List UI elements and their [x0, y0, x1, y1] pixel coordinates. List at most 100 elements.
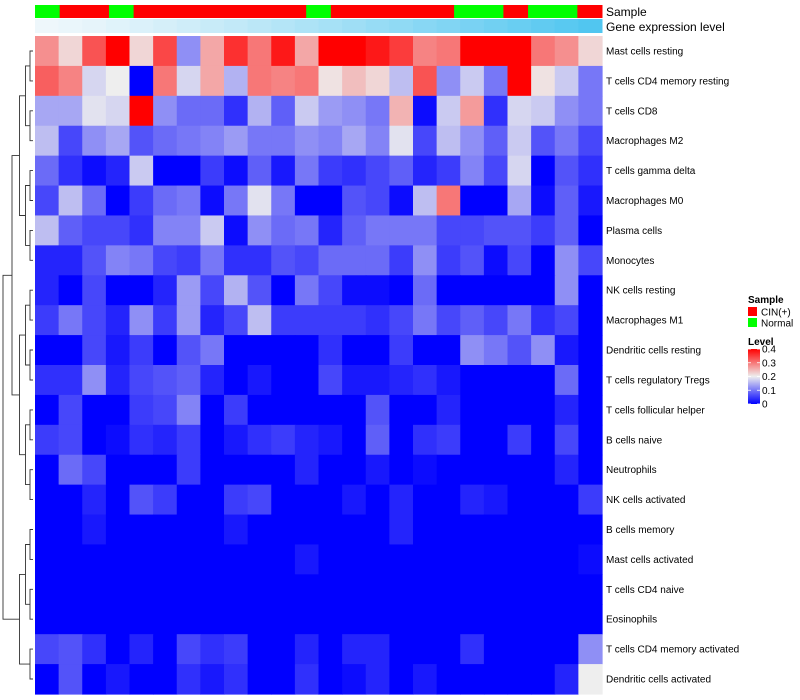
heatmap-cell — [82, 424, 107, 456]
heatmap-cell — [58, 514, 83, 546]
heatmap-cell — [318, 245, 343, 276]
heatmap-cell — [483, 484, 509, 516]
heatmap-cell — [247, 664, 272, 695]
expression-annotation-cell — [413, 19, 438, 33]
heatmap-cell — [247, 604, 272, 635]
row-label: T cells CD4 memory resting — [606, 76, 729, 87]
heatmap-cell — [105, 394, 131, 426]
heatmap-cell — [413, 335, 438, 366]
heatmap-cell — [389, 125, 414, 157]
expression-annotation-cell — [318, 19, 343, 33]
heatmap-cell — [58, 664, 83, 695]
heatmap-cell — [413, 185, 438, 217]
heatmap-cell — [58, 634, 83, 665]
heatmap-cell — [460, 394, 485, 426]
legend-tick-label: 0.4 — [762, 345, 776, 356]
sample-annotation-cell — [133, 5, 159, 18]
heatmap-cell — [271, 365, 296, 396]
heatmap-cell — [153, 514, 178, 546]
heatmap-cell — [554, 125, 579, 157]
heatmap-cell — [460, 664, 485, 695]
heatmap-cell — [200, 305, 225, 336]
sample-annotation-cell — [380, 5, 406, 18]
heatmap-cell — [460, 155, 485, 187]
heatmap-cell — [153, 95, 178, 127]
heatmap-cell — [35, 185, 60, 217]
heatmap-cell — [507, 544, 532, 575]
dendrogram-branch — [29, 289, 33, 321]
heatmap-cell — [271, 454, 296, 486]
heatmap-cell — [342, 574, 367, 605]
heatmap-cell — [35, 155, 60, 187]
heatmap-cell — [460, 125, 485, 157]
heatmap-cell — [389, 335, 414, 366]
heatmap-cell — [436, 275, 461, 306]
heatmap-cell — [342, 544, 367, 575]
heatmap-cell — [460, 424, 485, 456]
heatmap-cell — [105, 36, 131, 67]
heatmap-cell — [436, 305, 461, 336]
heatmap-cell — [35, 305, 60, 336]
heatmap-cell — [58, 484, 83, 516]
heatmap-cell — [176, 275, 201, 306]
heatmap-cell — [224, 514, 249, 546]
heatmap-cell — [460, 275, 485, 306]
heatmap-cell — [200, 664, 225, 695]
heatmap-cell — [460, 454, 485, 486]
heatmap-cell — [271, 155, 296, 187]
heatmap-cell — [271, 275, 296, 306]
heatmap-cell — [365, 305, 390, 336]
heatmap-cell — [58, 305, 83, 336]
heatmap-cell — [294, 155, 320, 187]
heatmap-cell — [294, 185, 320, 217]
heatmap-cell — [507, 574, 532, 605]
heatmap-cell — [413, 155, 438, 187]
heatmap-cell — [82, 185, 107, 217]
heatmap-cell — [460, 604, 485, 635]
heatmap-cell — [483, 514, 509, 546]
row-label: NK cells resting — [606, 286, 675, 297]
heatmap-cell — [460, 574, 485, 605]
heatmap-cell — [318, 424, 343, 456]
heatmap-cell — [413, 365, 438, 396]
heatmap-cell — [82, 245, 107, 276]
heatmap-cell — [460, 544, 485, 575]
heatmap-cell — [224, 245, 249, 276]
heatmap-cell — [507, 484, 532, 516]
heatmap-cell — [507, 664, 532, 695]
heatmap-cell — [318, 95, 343, 127]
heatmap-cell — [294, 634, 320, 665]
heatmap-cell — [200, 454, 225, 486]
heatmap-cell — [483, 215, 509, 246]
heatmap-cell — [578, 514, 603, 546]
heatmap-cell — [224, 454, 249, 486]
expression-annotation-cell — [436, 19, 461, 33]
heatmap-cell — [554, 185, 579, 217]
heatmap-cell — [129, 95, 154, 127]
heatmap-cell — [35, 65, 60, 97]
heatmap-cell — [105, 484, 131, 516]
heatmap-cell — [578, 335, 603, 366]
expression-annotation-cell — [247, 19, 272, 33]
heatmap-cell — [294, 275, 320, 306]
heatmap-cell — [318, 275, 343, 306]
heatmap-cell — [365, 424, 390, 456]
heatmap-cell — [153, 335, 178, 366]
heatmap-cell — [153, 454, 178, 486]
heatmap-cell — [483, 36, 509, 67]
heatmap-cell — [507, 604, 532, 635]
heatmap-cell — [507, 245, 532, 276]
heatmap-cell — [460, 365, 485, 396]
heatmap-cell — [483, 335, 509, 366]
row-label: Monocytes — [606, 256, 654, 267]
row-label: T cells CD8 — [606, 106, 658, 117]
heatmap-cell — [129, 155, 154, 187]
legend-level-title: Level — [748, 337, 774, 348]
heatmap-cell — [578, 574, 603, 605]
heatmap-cell — [483, 604, 509, 635]
heatmap-cell — [507, 514, 532, 546]
heatmap-cell — [342, 185, 367, 217]
heatmap-cell — [578, 424, 603, 456]
heatmap-cell — [507, 634, 532, 665]
